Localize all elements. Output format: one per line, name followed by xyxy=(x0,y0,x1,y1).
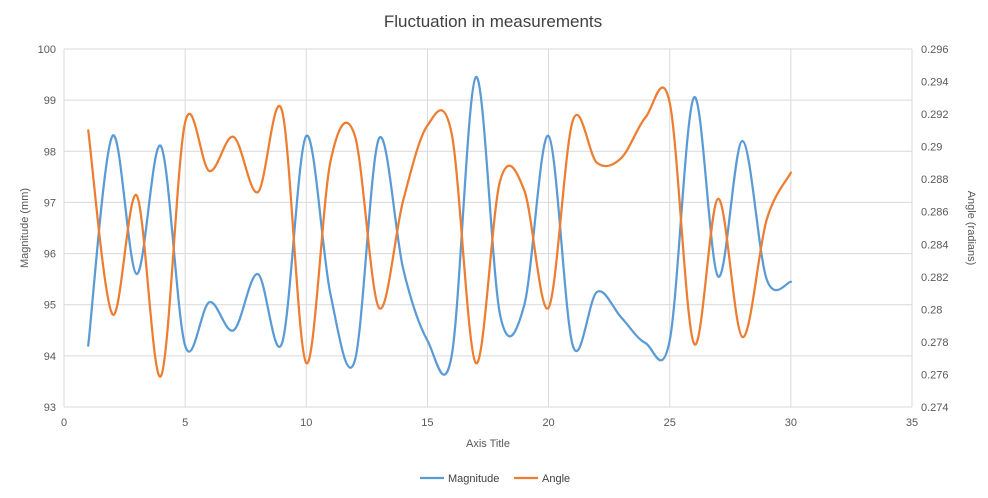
y-tick-label-left: 93 xyxy=(44,402,56,414)
y-axis-title-right: Angle (radians) xyxy=(965,191,977,266)
axes: 93 94 95 96 97 98 99 100 0 5 10 15 20 25 30 350.274 0.27… xyxy=(38,44,949,429)
x-tick-label: 0 xyxy=(61,417,67,429)
gridlines xyxy=(63,48,913,408)
y-tick-label-right: 0.284 xyxy=(921,239,949,251)
y-tick-label-right: 0.294 xyxy=(921,77,949,89)
y-tick-label-right: 0.278 xyxy=(921,337,949,349)
y-tick-label-right: 0.28 xyxy=(921,304,942,316)
y-tick-label-right: 0.29 xyxy=(921,142,942,154)
legend: Magnitude Angle xyxy=(420,473,570,485)
y-tick-label-left: 100 xyxy=(38,44,56,56)
x-tick-label: 5 xyxy=(182,417,188,429)
y-tick-label-left: 98 xyxy=(44,146,56,158)
y-tick-label-right: 0.296 xyxy=(921,44,949,56)
series-line-angle xyxy=(87,86,792,378)
y-tick-label-right: 0.276 xyxy=(921,369,949,381)
y-tick-label-left: 97 xyxy=(44,197,56,209)
y-tick-label-right: 0.292 xyxy=(921,109,949,121)
legend-label: Magnitude xyxy=(448,473,499,485)
y-tick-label-right: 0.274 xyxy=(921,402,949,414)
x-tick-label: 25 xyxy=(664,417,676,429)
y-tick-label-right: 0.286 xyxy=(921,207,949,219)
y-tick-label-left: 99 xyxy=(44,95,56,107)
y-tick-label-left: 94 xyxy=(44,351,56,363)
y-axis-title-left: Magnitude (mm) xyxy=(19,188,31,268)
y-tick-label-right: 0.282 xyxy=(921,272,949,284)
legend-label: Angle xyxy=(542,473,570,485)
x-axis-title: Axis Title xyxy=(466,438,510,450)
chart-title: Fluctuation in measurements xyxy=(384,12,602,31)
y-tick-label-right: 0.288 xyxy=(921,174,949,186)
y-tick-label-left: 95 xyxy=(44,300,56,312)
x-tick-label: 10 xyxy=(300,417,312,429)
series-line-magnitude xyxy=(87,75,792,376)
x-tick-label: 35 xyxy=(906,417,918,429)
x-tick-label: 20 xyxy=(542,417,554,429)
y-tick-label-left: 96 xyxy=(44,249,56,261)
series-lines xyxy=(87,75,792,378)
x-tick-label: 15 xyxy=(421,417,433,429)
x-tick-label: 30 xyxy=(785,417,797,429)
